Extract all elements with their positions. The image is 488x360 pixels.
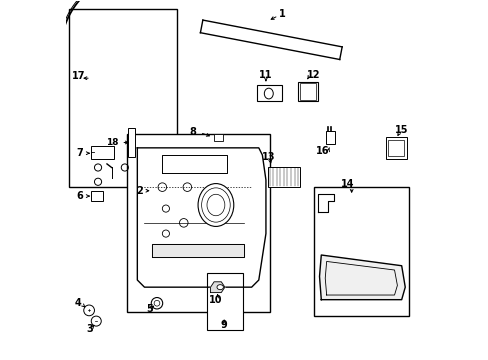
Ellipse shape — [201, 188, 230, 222]
Text: 10: 10 — [209, 295, 222, 305]
Text: 15: 15 — [394, 125, 407, 135]
Text: 1: 1 — [278, 9, 285, 19]
Bar — [299, 83, 316, 100]
Ellipse shape — [198, 184, 233, 226]
Bar — [128, 128, 135, 157]
Bar — [206, 273, 242, 330]
Bar — [313, 187, 408, 316]
Text: 11: 11 — [258, 69, 271, 80]
Text: 13: 13 — [262, 152, 275, 162]
Text: 12: 12 — [307, 69, 320, 80]
Bar — [267, 167, 299, 187]
Text: 16: 16 — [316, 147, 329, 157]
Bar — [298, 82, 317, 102]
Bar — [126, 134, 269, 312]
Bar — [387, 140, 404, 156]
Text: 7: 7 — [76, 148, 83, 158]
Polygon shape — [210, 282, 224, 293]
Text: 4: 4 — [75, 298, 81, 308]
Ellipse shape — [217, 285, 223, 290]
Bar — [69, 9, 176, 187]
Bar — [257, 85, 282, 102]
Text: 18: 18 — [106, 138, 119, 147]
Ellipse shape — [206, 194, 224, 216]
Text: 14: 14 — [341, 179, 354, 189]
Bar — [325, 131, 334, 144]
Bar — [91, 146, 114, 158]
Text: 5: 5 — [146, 304, 153, 314]
Text: 3: 3 — [87, 324, 93, 334]
Text: 9: 9 — [220, 320, 227, 330]
Polygon shape — [319, 255, 405, 300]
Bar — [214, 134, 223, 141]
Bar — [385, 137, 406, 158]
Text: 2: 2 — [136, 186, 142, 196]
Text: 6: 6 — [76, 191, 83, 201]
Text: 8: 8 — [189, 127, 196, 137]
Polygon shape — [151, 244, 244, 257]
Ellipse shape — [264, 88, 273, 99]
Text: 17: 17 — [72, 71, 85, 81]
Bar — [91, 192, 103, 202]
